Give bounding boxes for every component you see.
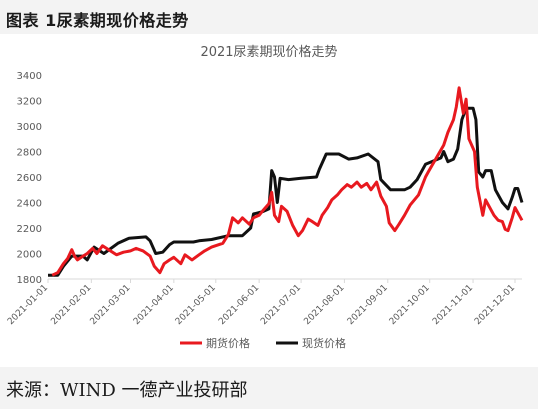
legend-item-1: 现货价格 <box>276 336 346 350</box>
x-tick-label: 2021-01-01 <box>6 283 50 327</box>
legend-item-0: 期货价格 <box>180 336 250 350</box>
series-layer <box>48 86 524 277</box>
y-tick-label: 1800 <box>17 275 42 286</box>
legend: 期货价格 现货价格 <box>180 336 346 350</box>
chart-title: 2021尿素期现价格走势 <box>200 44 337 60</box>
chart-container: 2021尿素期现价格走势 1800 2000 2200 2400 2600 2800 300… <box>0 34 538 367</box>
x-tick-label: 2021-05-01 <box>174 283 218 327</box>
y-tick-label: 3400 <box>17 71 42 82</box>
y-tick-label: 3200 <box>17 97 42 108</box>
figure-header: 图表 1尿素期现价格走势 <box>0 0 538 34</box>
y-tick-label: 2600 <box>17 173 42 184</box>
y-axis: 1800 2000 2200 2400 2600 2800 3000 3200 3400 <box>17 71 42 286</box>
x-tick-label: 2021-10-01 <box>388 283 432 327</box>
y-tick-label: 2800 <box>17 148 42 159</box>
series-line-1 <box>48 106 524 277</box>
legend-label: 现货价格 <box>302 336 346 350</box>
source-note: 来源：WIND 一德产业投研部 <box>6 380 248 401</box>
x-tick-label: 2021-09-01 <box>346 283 390 327</box>
series-line-0 <box>51 86 524 277</box>
x-tick-label: 2021-04-01 <box>132 283 176 327</box>
x-tick-label: 2021-07-01 <box>259 283 303 327</box>
y-tick-label: 2000 <box>17 250 42 261</box>
x-tick-label: 2021-11-01 <box>431 283 475 327</box>
figure-title: 图表 1尿素期现价格走势 <box>6 11 189 30</box>
x-tick-label: 2021-12-01 <box>473 283 517 327</box>
x-tick-label: 2021-06-01 <box>217 283 261 327</box>
x-tick-label: 2021-08-01 <box>302 283 346 327</box>
figure-footer: 来源：WIND 一德产业投研部 <box>0 367 538 409</box>
y-tick-label: 2400 <box>17 199 42 210</box>
price-trend-chart: 2021尿素期现价格走势 1800 2000 2200 2400 2600 2800 300… <box>6 44 524 350</box>
y-tick-label: 2200 <box>17 224 42 235</box>
legend-label: 期货价格 <box>206 336 250 350</box>
y-tick-label: 3000 <box>17 122 42 133</box>
x-tick-label: 2021-03-01 <box>89 283 133 327</box>
x-tick-label: 2021-02-01 <box>49 283 93 327</box>
